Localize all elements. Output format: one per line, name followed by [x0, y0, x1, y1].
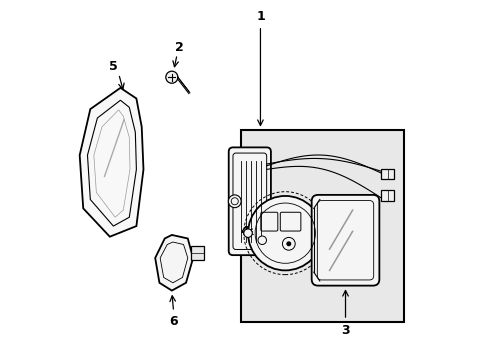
Text: 6: 6: [169, 315, 178, 328]
Polygon shape: [80, 88, 143, 237]
Text: 5: 5: [109, 60, 118, 73]
FancyBboxPatch shape: [311, 195, 379, 285]
Circle shape: [165, 71, 178, 83]
Bar: [380, 168, 394, 179]
Text: 4: 4: [240, 225, 248, 238]
Bar: [241, 130, 403, 322]
Circle shape: [244, 229, 252, 238]
Circle shape: [247, 196, 322, 270]
Text: 2: 2: [174, 41, 183, 54]
Circle shape: [286, 242, 290, 246]
Circle shape: [228, 195, 241, 208]
Circle shape: [258, 236, 266, 244]
Bar: [380, 190, 394, 201]
Polygon shape: [155, 235, 193, 291]
Text: 1: 1: [256, 10, 264, 23]
FancyBboxPatch shape: [228, 147, 270, 255]
Text: 3: 3: [341, 324, 349, 337]
Bar: [190, 246, 203, 260]
